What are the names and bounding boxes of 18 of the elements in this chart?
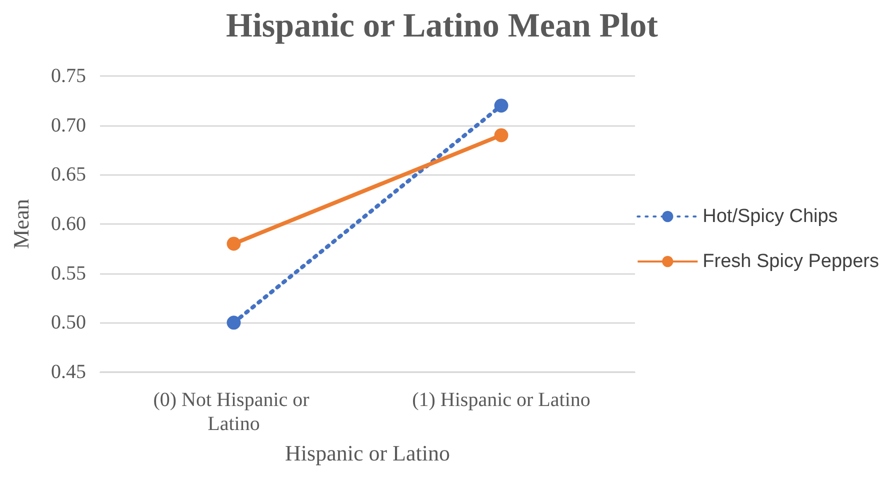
chart-title: Hispanic or Latino Mean Plot [226,8,659,44]
point [226,236,241,251]
y-tick-label: 0.45 [51,361,86,383]
point [494,128,508,142]
y-tick-label: 0.60 [51,213,86,235]
point [494,98,508,113]
x-tick-label: (1) Hispanic or Latino [412,389,590,411]
y-tick-label: 0.50 [51,312,86,334]
x-tick-label: (0) Not Hispanic or Latino [153,389,314,435]
legend-label: Fresh Spicy Peppers [702,251,880,272]
y-tick-label: 0.70 [51,114,86,136]
y-tick-label: 0.55 [51,262,86,284]
point [226,316,241,330]
x-axis-title: Hispanic or Latino [285,440,450,466]
legend-label: Hot/Spicy Chips [702,206,838,227]
y-tick-label: 0.75 [51,65,86,87]
y-tick-label: 0.65 [51,164,86,186]
y-axis-title: Mean [8,198,34,250]
